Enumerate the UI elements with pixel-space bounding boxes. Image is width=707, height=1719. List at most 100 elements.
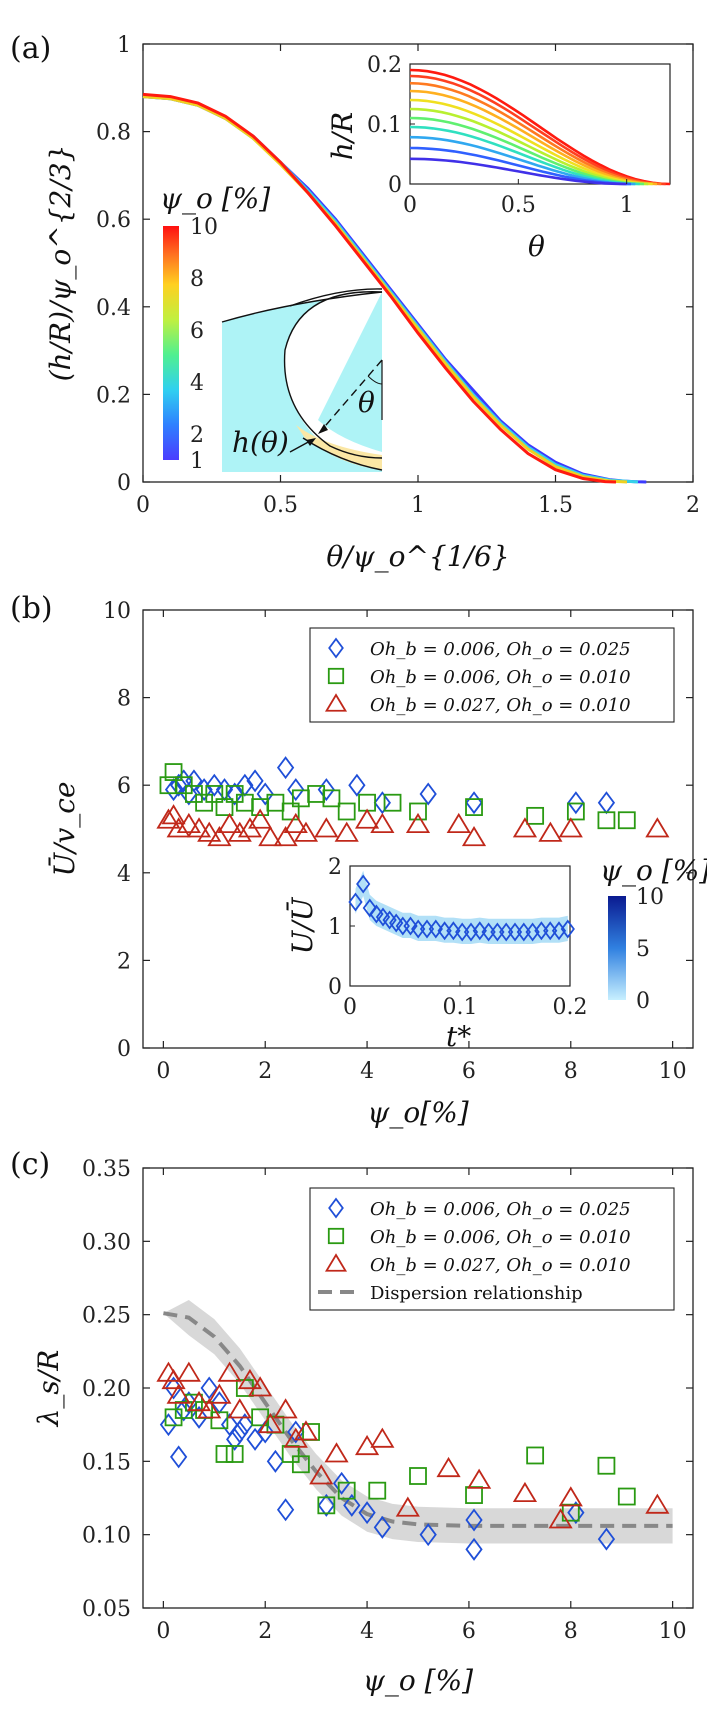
inset-diamond-marker bbox=[403, 916, 418, 936]
inset-curve bbox=[409, 74, 666, 186]
legend-triangle-marker bbox=[324, 1253, 348, 1272]
panel-b-legend-box bbox=[309, 627, 675, 723]
y-tick-label: 2 bbox=[117, 949, 131, 974]
diamond-marker bbox=[205, 773, 223, 797]
triangle-marker bbox=[467, 1468, 492, 1489]
panel-a-ylabel: (h/R)/ψ_o^{2/3} bbox=[44, 145, 77, 382]
triangle-marker bbox=[558, 1486, 583, 1507]
triangle-marker bbox=[334, 821, 359, 842]
square-marker bbox=[465, 798, 483, 816]
panel-a-y-ticks: 0 0.2 0.4 0.6 0.8 1 bbox=[96, 33, 693, 496]
square-marker bbox=[368, 1481, 387, 1500]
panel-a-colorbar-label: ψ_o [%] bbox=[160, 182, 270, 215]
diamond-marker bbox=[276, 1498, 295, 1522]
diamond-marker bbox=[287, 778, 305, 802]
triangle-marker bbox=[237, 1368, 263, 1390]
x-tick-label: 6 bbox=[462, 1619, 476, 1644]
diamond-marker bbox=[180, 1391, 198, 1415]
triangle-marker bbox=[436, 1456, 461, 1478]
inset-y-tick-label: 0.2 bbox=[367, 53, 402, 78]
diamond-marker bbox=[236, 1413, 254, 1437]
diamond-marker bbox=[200, 1376, 218, 1400]
triangle-marker bbox=[314, 817, 339, 838]
diamond-marker bbox=[175, 1398, 193, 1422]
panel-b-inset: 0 0.1 0.2 0 1 2 t* U/Ū ψ_o [%] 0 5 10 bbox=[286, 854, 707, 1053]
legend-entry: Oh_b = 0.006, Oh_o = 0.010 bbox=[370, 1227, 631, 1248]
square-marker bbox=[597, 811, 616, 830]
y-tick-label: 4 bbox=[117, 862, 131, 887]
y-tick-label: 0.2 bbox=[96, 383, 131, 408]
square-marker bbox=[215, 1445, 234, 1463]
panel-a-xlabel: θ/ψ_o^{1/6} bbox=[326, 540, 509, 573]
diamond-marker bbox=[465, 1537, 483, 1561]
y-tick-label: 0.15 bbox=[82, 1450, 131, 1475]
diamond-marker bbox=[343, 1493, 361, 1517]
panel-b-markers bbox=[156, 756, 670, 847]
legend-diamond-marker bbox=[328, 1197, 344, 1219]
triangle-marker bbox=[512, 1481, 538, 1502]
y-tick-label: 0.4 bbox=[96, 296, 131, 321]
square-marker bbox=[358, 793, 376, 812]
inset-curve bbox=[409, 157, 627, 186]
curve-psi-10 bbox=[142, 92, 617, 484]
triangle-marker bbox=[186, 1390, 212, 1412]
panel-c-legend-box bbox=[309, 1187, 675, 1311]
colorbar-tick-label: 1 bbox=[190, 449, 204, 474]
y-tick-label: 0.8 bbox=[96, 121, 131, 146]
panel-a-colorbar: ψ_o [%] 12 4 6 8 10 bbox=[160, 182, 270, 474]
square-marker bbox=[215, 798, 234, 816]
panel-c: (c) 0.05 0.10 0.15 0.20 0.25 0.30 0.35 0 2 4 6 8 10… bbox=[10, 1147, 694, 1697]
diamond-marker bbox=[170, 773, 188, 797]
triangle-marker bbox=[370, 812, 395, 834]
triangle-marker bbox=[156, 808, 181, 829]
triangle-marker bbox=[558, 817, 583, 838]
diamond-marker bbox=[226, 782, 244, 806]
inset-curve bbox=[409, 98, 653, 186]
colorbar-tick-label: 5 bbox=[636, 937, 650, 962]
y-tick-label: 10 bbox=[103, 599, 131, 624]
inset-y-tick-label: 1 bbox=[328, 915, 342, 940]
diamond-marker bbox=[256, 782, 274, 806]
diamond-marker bbox=[419, 782, 437, 806]
inset-x-tick-label: 0 bbox=[403, 193, 417, 218]
square-marker bbox=[465, 1486, 483, 1504]
panel-b-xlabel: ψ_o[%] bbox=[367, 1096, 468, 1129]
triangle-marker bbox=[176, 812, 201, 834]
diamond-marker bbox=[287, 1420, 305, 1444]
panel-b-x-ticks: 0 2 4 6 8 10 bbox=[156, 610, 687, 1084]
inset-curve bbox=[409, 68, 671, 186]
diamond-marker bbox=[185, 769, 203, 793]
diamond-marker bbox=[373, 1515, 391, 1539]
triangle-marker bbox=[161, 804, 186, 825]
inset-diamond-marker bbox=[446, 921, 461, 941]
panel-b-colorbar-label: ψ_o [%] bbox=[600, 854, 707, 887]
inset-x-tick-label: 0.5 bbox=[501, 193, 536, 218]
diamond-marker bbox=[419, 1523, 437, 1547]
x-tick-label: 4 bbox=[360, 1059, 374, 1084]
square-marker bbox=[566, 802, 585, 821]
triangle-marker bbox=[645, 1493, 670, 1514]
y-tick-label: 1 bbox=[117, 33, 131, 58]
y-tick-label: 0.25 bbox=[82, 1304, 131, 1329]
panel-a-curves bbox=[142, 92, 647, 484]
triangle-marker bbox=[207, 826, 232, 847]
diamond-marker bbox=[465, 791, 483, 815]
panel-c-xlabel: ψ_o [%] bbox=[363, 1664, 473, 1697]
panel-c-dispersion-band bbox=[163, 1300, 673, 1544]
square-marker bbox=[383, 793, 402, 812]
diamond-marker bbox=[567, 791, 585, 815]
square-marker bbox=[210, 1411, 229, 1430]
panel-c-ylabel: λ_s/R bbox=[32, 1350, 65, 1428]
y-tick-label: 0 bbox=[117, 471, 131, 496]
square-marker bbox=[251, 798, 270, 816]
triangle-marker bbox=[197, 821, 222, 842]
triangle-marker bbox=[354, 808, 380, 829]
triangle-marker bbox=[248, 1376, 273, 1397]
x-tick-label: 1 bbox=[411, 493, 425, 518]
panel-b-inset-ticks: 0 0.1 0.2 0 1 2 bbox=[328, 855, 588, 1020]
diamond-marker bbox=[465, 1508, 483, 1532]
panel-a-inset: 0 0.5 1 0 0.1 0.2 θ h/R bbox=[326, 53, 671, 263]
y-tick-label: 0.6 bbox=[96, 208, 131, 233]
diamond-marker bbox=[597, 1527, 616, 1551]
